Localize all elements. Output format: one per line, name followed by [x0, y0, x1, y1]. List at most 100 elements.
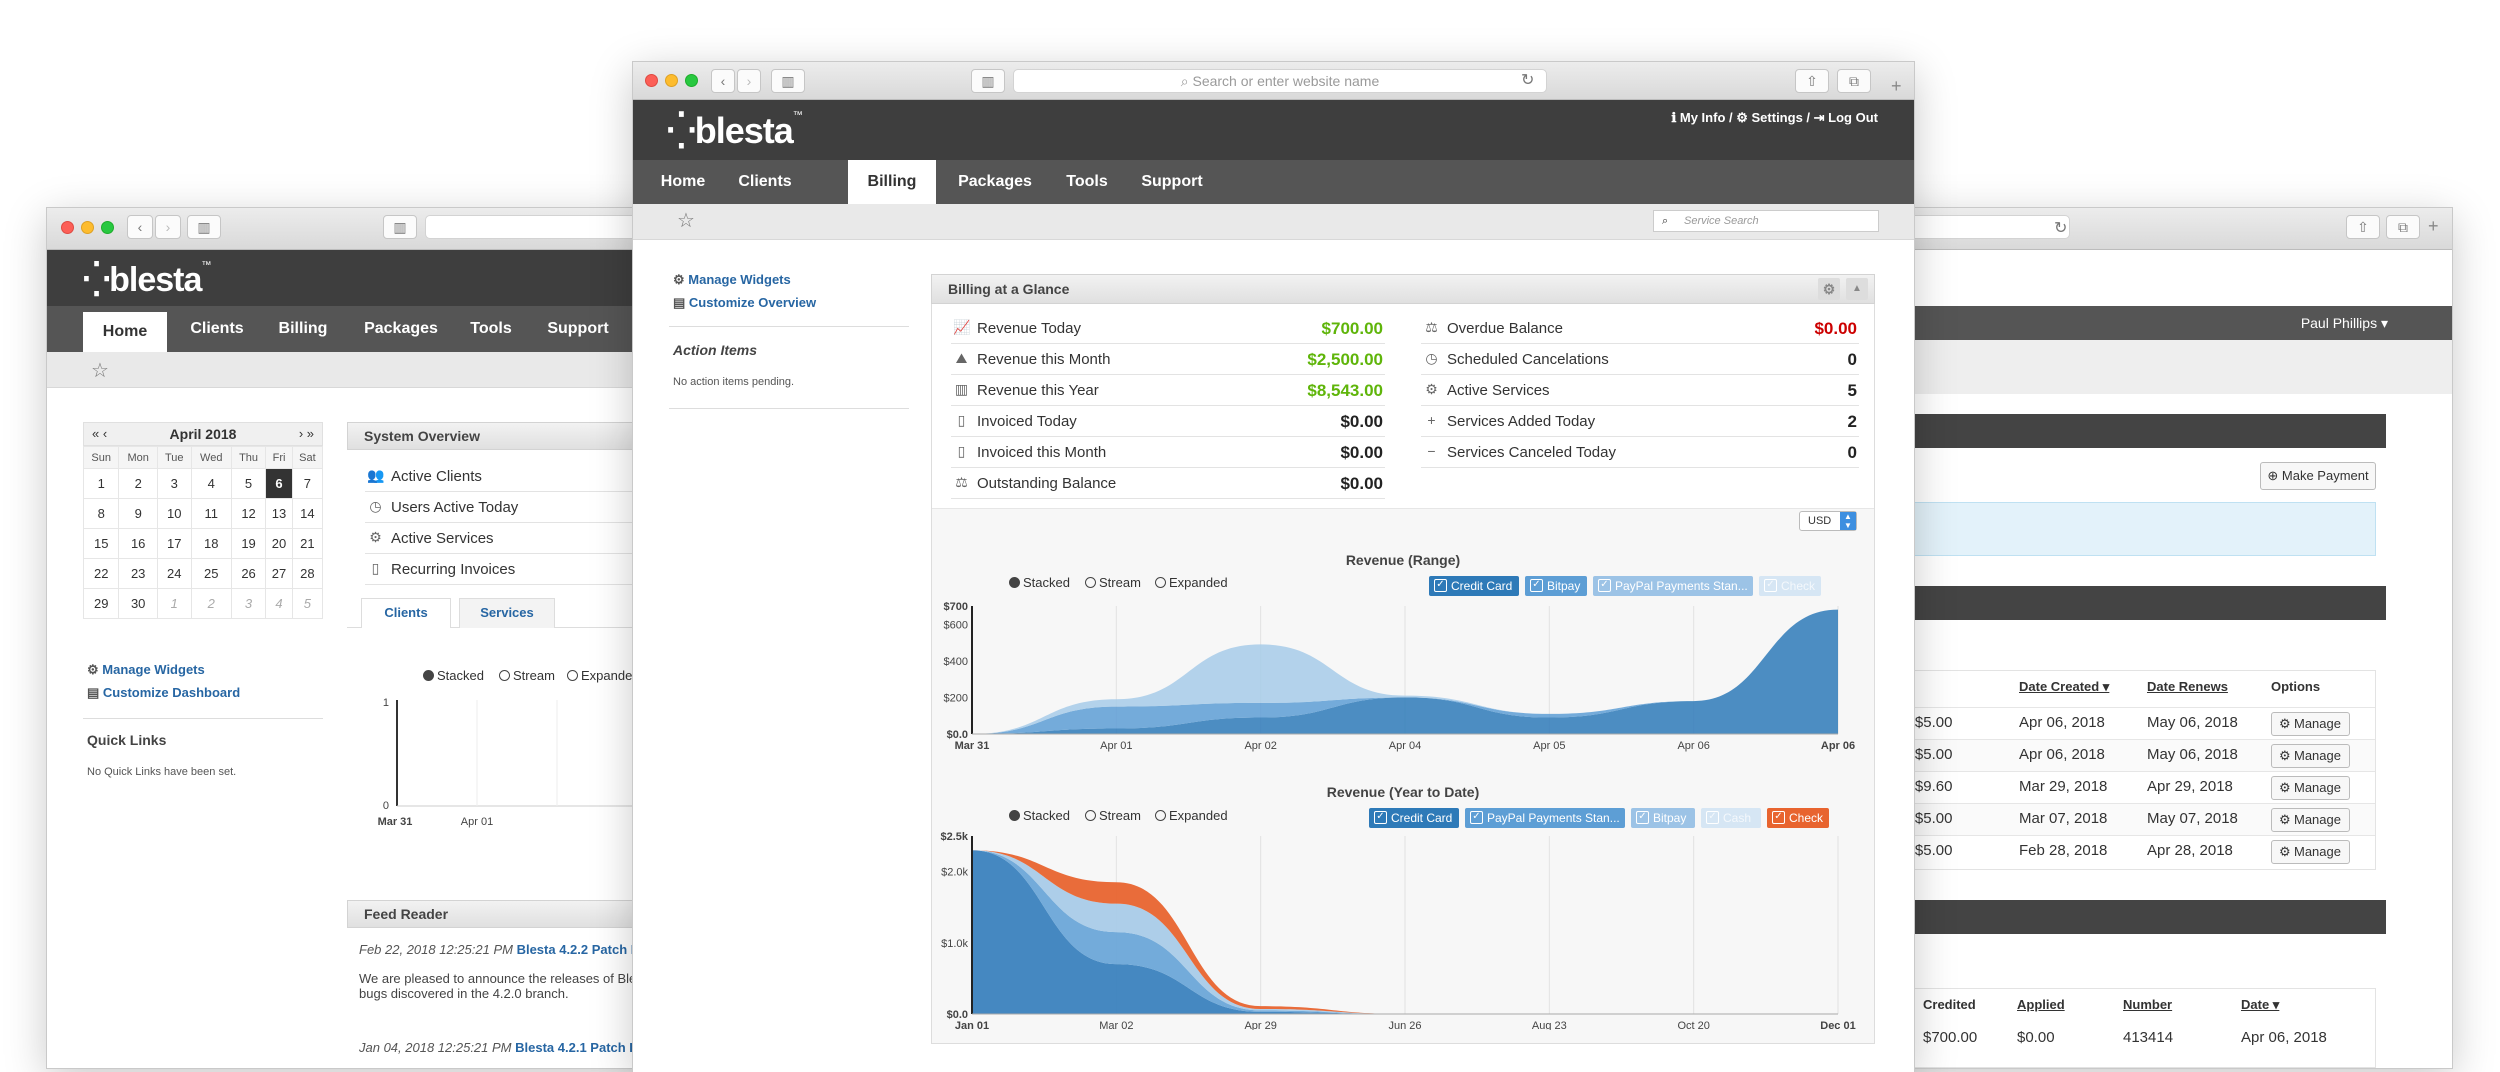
new-tab-icon[interactable]: + [1891, 76, 1902, 96]
mode-expanded[interactable]: Expanded [1155, 575, 1228, 590]
address-bar[interactable]: ⌕ Search or enter website name [1013, 69, 1547, 93]
calendar-day[interactable]: 23 [118, 558, 158, 589]
nav-packages[interactable]: Packages [364, 320, 438, 337]
calendar-day[interactable]: 1 [82, 468, 120, 499]
mode-stream[interactable]: Stream [499, 668, 555, 683]
calendar-day[interactable]: 14 [291, 498, 324, 529]
manage-button[interactable]: ⚙ Manage [2271, 776, 2350, 800]
share-icon[interactable]: ⇧ [1795, 69, 1829, 93]
calendar-next-button[interactable]: › » [298, 426, 314, 441]
calendar-day[interactable]: 12 [230, 498, 267, 529]
tabs-icon[interactable]: ⧉ [2386, 215, 2420, 239]
manage-button[interactable]: ⚙ Manage [2271, 808, 2350, 832]
calendar-day[interactable]: 16 [118, 528, 158, 559]
calendar-day[interactable]: 28 [291, 558, 324, 589]
column-date[interactable]: Date ▾ [2241, 997, 2280, 1012]
calendar-day[interactable]: 4 [265, 588, 293, 619]
calendar-day[interactable]: 3 [156, 468, 192, 499]
calendar-day[interactable]: 25 [190, 558, 232, 589]
sidebar-toggle-icon[interactable]: ▥ [187, 215, 221, 239]
tab-overview-icon[interactable]: ▥ [971, 69, 1005, 93]
close-window-button[interactable] [61, 221, 74, 234]
new-tab-icon[interactable]: + [2428, 216, 2439, 236]
nav-billing[interactable]: Billing [278, 320, 328, 337]
reload-icon[interactable]: ↻ [2054, 220, 2068, 237]
calendar-day[interactable]: 22 [82, 558, 120, 589]
column-number[interactable]: Number [2123, 997, 2173, 1012]
nav-clients[interactable]: Clients [738, 173, 792, 190]
calendar-day[interactable]: 2 [118, 468, 158, 499]
make-payment-button[interactable]: ⊕ Make Payment [2260, 462, 2376, 490]
calendar-day[interactable]: 10 [156, 498, 192, 529]
sidebar-toggle-icon[interactable]: ▥ [771, 69, 805, 93]
customize-overview-link[interactable]: ▤ Customize Overview [673, 295, 817, 310]
forward-button[interactable]: › [155, 215, 181, 239]
feed-title-link[interactable]: Blesta 4.2.1 Patch Re [515, 1040, 646, 1055]
mode-stream[interactable]: Stream [1085, 575, 1141, 590]
legend-bitpay[interactable]: ✓ Bitpay [1631, 808, 1695, 828]
calendar-day[interactable]: 18 [190, 528, 232, 559]
calendar-day[interactable]: 26 [230, 558, 267, 589]
calendar-day[interactable]: 2 [190, 588, 232, 619]
mode-expanded[interactable]: Expanded [567, 668, 640, 683]
manage-button[interactable]: ⚙ Manage [2271, 840, 2350, 864]
column-date-created[interactable]: Date Created ▾ [2019, 679, 2110, 694]
nav-home[interactable]: Home [83, 312, 167, 352]
manage-button[interactable]: ⚙ Manage [2271, 744, 2350, 768]
panel-collapse-icon[interactable]: ▲ [1846, 278, 1868, 300]
my-info-link[interactable]: ℹ My Info [1671, 110, 1726, 125]
nav-support[interactable]: Support [547, 320, 609, 337]
overview-item[interactable]: ▯ Recurring Invoices [365, 555, 687, 585]
column-date-renews[interactable]: Date Renews [2147, 679, 2228, 694]
panel-settings-icon[interactable]: ⚙ [1818, 278, 1840, 300]
minimize-window-button[interactable] [81, 221, 94, 234]
mode-expanded[interactable]: Expanded [1155, 808, 1228, 823]
manage-widgets-link[interactable]: ⚙ Manage Widgets [87, 662, 205, 677]
calendar-day[interactable]: 30 [118, 588, 158, 619]
minimize-window-button[interactable] [665, 74, 678, 87]
service-search-input[interactable]: ⌕ Service Search [1653, 210, 1879, 232]
manage-button[interactable]: ⚙ Manage [2271, 712, 2350, 736]
calendar-day[interactable]: 5 [291, 588, 324, 619]
calendar-day[interactable]: 9 [118, 498, 158, 529]
calendar-day[interactable]: 8 [82, 498, 120, 529]
tab-clients[interactable]: Clients [361, 598, 451, 628]
calendar-day[interactable]: 27 [265, 558, 293, 589]
legend-cash[interactable]: ✓ Cash [1701, 808, 1761, 828]
calendar-day[interactable]: 1 [156, 588, 192, 619]
legend-credit-card[interactable]: ✓ Credit Card [1429, 576, 1519, 596]
nav-clients[interactable]: Clients [190, 320, 244, 337]
customize-dashboard-link[interactable]: ▤ Customize Dashboard [87, 685, 241, 700]
calendar-day[interactable]: 11 [190, 498, 232, 529]
mode-stream[interactable]: Stream [1085, 808, 1141, 823]
nav-packages[interactable]: Packages [958, 173, 1032, 190]
star-icon[interactable]: ☆ [91, 360, 109, 382]
zoom-window-button[interactable] [685, 74, 698, 87]
calendar-day[interactable]: 24 [156, 558, 192, 589]
nav-tools[interactable]: Tools [470, 320, 512, 337]
reload-icon[interactable]: ↻ [1521, 72, 1535, 89]
calendar-day[interactable]: 4 [190, 468, 232, 499]
close-window-button[interactable] [645, 74, 658, 87]
mode-stacked[interactable]: Stacked [1009, 808, 1070, 823]
tabs-icon[interactable]: ⧉ [1837, 69, 1871, 93]
back-button[interactable]: ‹ [127, 215, 153, 239]
overview-item[interactable]: ◷ Users Active Today [365, 493, 687, 523]
share-icon[interactable]: ⇧ [2346, 215, 2380, 239]
legend-paypal[interactable]: ✓ PayPal Payments Stan... [1593, 576, 1753, 596]
calendar-day[interactable]: 5 [230, 468, 267, 499]
calendar-day[interactable]: 15 [82, 528, 120, 559]
feed-title-link[interactable]: Blesta 4.2.2 Patch R [516, 942, 641, 957]
legend-paypal[interactable]: ✓ PayPal Payments Stan... [1465, 808, 1625, 828]
calendar-day[interactable]: 17 [156, 528, 192, 559]
calendar-day[interactable]: 7 [291, 468, 324, 499]
back-button[interactable]: ‹ [711, 69, 735, 93]
forward-button[interactable]: › [737, 69, 761, 93]
calendar-day[interactable]: 20 [265, 528, 293, 559]
legend-credit-card[interactable]: ✓ Credit Card [1369, 808, 1459, 828]
calendar-day[interactable]: 13 [265, 498, 293, 529]
mode-stacked[interactable]: Stacked [423, 668, 484, 683]
mode-stacked[interactable]: Stacked [1009, 575, 1070, 590]
settings-link[interactable]: ⚙ Settings [1736, 110, 1803, 125]
legend-bitpay[interactable]: ✓ Bitpay [1525, 576, 1587, 596]
